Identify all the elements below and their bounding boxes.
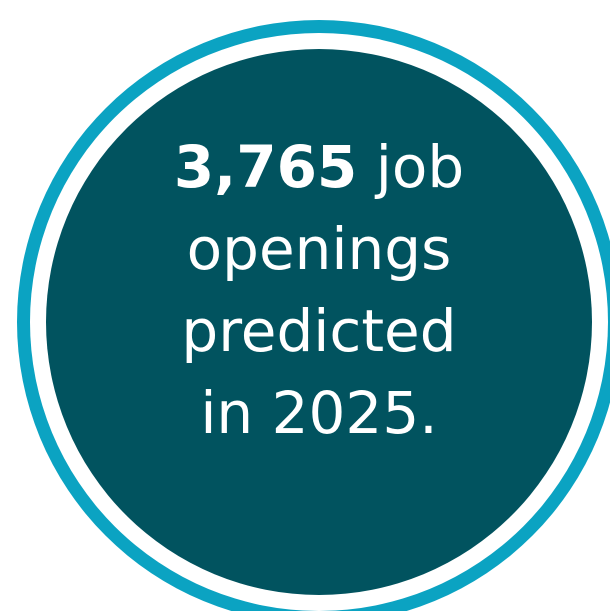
inner-circle xyxy=(46,49,592,595)
stat-line-2: openings xyxy=(186,215,452,283)
stat-line-3: predicted xyxy=(181,297,457,365)
stat-text: 3,765 job openings predicted in 2025. xyxy=(86,126,552,454)
job-count: 3,765 xyxy=(173,133,358,201)
stat-line-4: in 2025. xyxy=(200,379,438,447)
stat-line-1: 3,765 job xyxy=(86,126,552,208)
job-label: job xyxy=(357,133,465,201)
